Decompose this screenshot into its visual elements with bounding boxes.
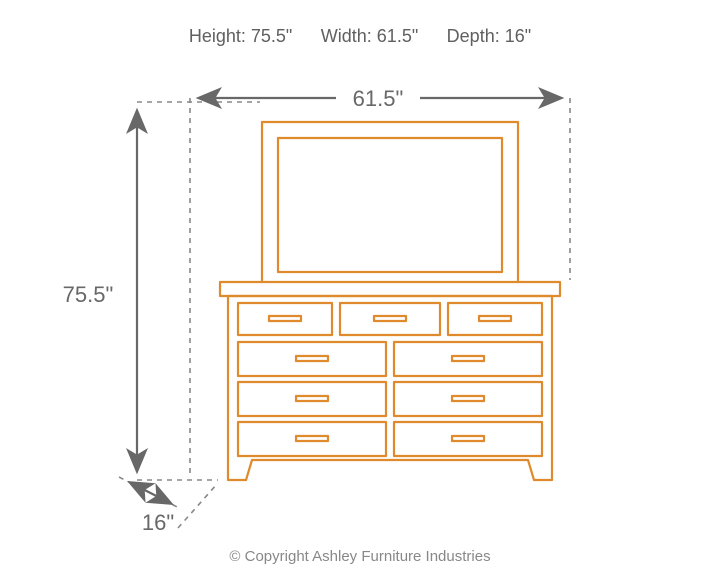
furniture-drawing <box>220 122 560 480</box>
diagram-svg: 61.5" 75.5" 16" <box>0 0 720 576</box>
handle <box>296 356 328 361</box>
drawer <box>238 303 332 335</box>
handle <box>269 316 301 321</box>
handle <box>452 356 484 361</box>
handle <box>296 396 328 401</box>
mirror-frame-inner <box>278 138 502 272</box>
copyright-text: © Copyright Ashley Furniture Industries <box>0 548 720 565</box>
height-label: 75.5" <box>63 282 114 307</box>
drawer <box>238 342 386 376</box>
drawer <box>394 342 542 376</box>
dresser-body <box>228 296 552 480</box>
mirror-frame-outer <box>262 122 518 282</box>
drawer <box>394 422 542 456</box>
dresser-top <box>220 282 560 296</box>
handle <box>452 396 484 401</box>
drawer <box>394 382 542 416</box>
ext-line <box>178 484 217 528</box>
depth-arrow <box>131 483 170 503</box>
drawer <box>340 303 440 335</box>
drawer <box>238 382 386 416</box>
handle <box>479 316 511 321</box>
handle <box>296 436 328 441</box>
depth-label: 16" <box>142 510 174 535</box>
drawer <box>238 422 386 456</box>
handle <box>452 436 484 441</box>
drawer <box>448 303 542 335</box>
handle <box>374 316 406 321</box>
width-label: 61.5" <box>353 86 404 111</box>
diagram-canvas: Height: 75.5" Width: 61.5" Depth: 16" <box>0 0 720 576</box>
dimension-arrows <box>131 98 560 503</box>
